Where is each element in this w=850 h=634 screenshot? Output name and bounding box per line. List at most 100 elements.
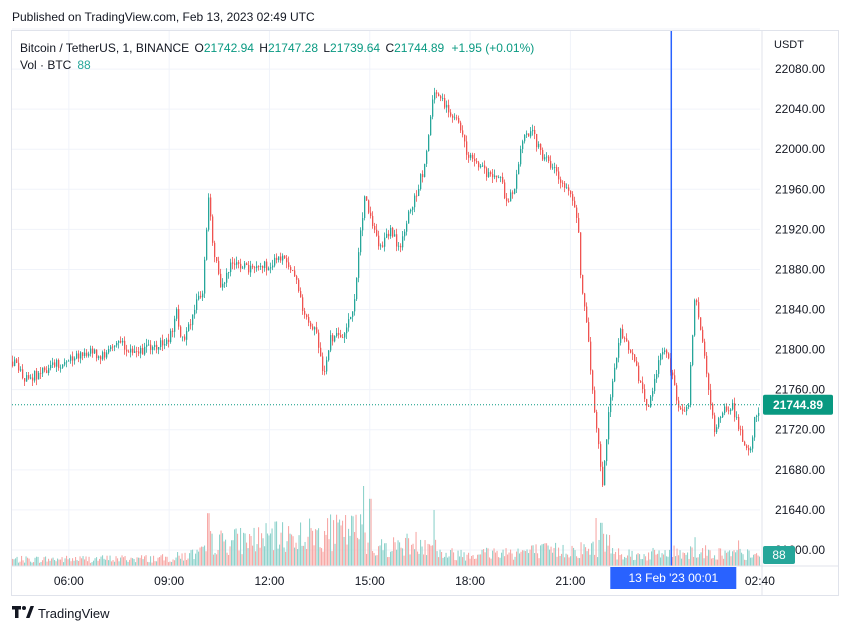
y-tick-label: 22040.00: [775, 102, 825, 116]
volume-bar: [110, 556, 111, 566]
candle-body: [130, 349, 131, 353]
volume-bar: [42, 560, 43, 566]
candle-body: [738, 417, 739, 429]
candle-body: [714, 415, 715, 432]
volume-bar: [647, 560, 648, 566]
candle-body: [696, 300, 697, 302]
volume-bar: [620, 555, 621, 566]
volume-bar: [473, 555, 474, 566]
volume-bar: [678, 555, 679, 566]
candle-body: [252, 266, 253, 268]
volume-bar: [156, 561, 157, 566]
candle-body: [618, 343, 619, 358]
candle-body: [748, 448, 749, 450]
volume-bar: [399, 542, 400, 566]
volume-bar: [486, 548, 487, 566]
candle-body: [706, 356, 707, 374]
candle-body: [292, 270, 293, 271]
volume-bar: [153, 556, 154, 566]
volume-bar: [41, 562, 42, 566]
volume-label[interactable]: Vol · BTC: [20, 58, 71, 72]
tradingview-brand[interactable]: TradingView: [12, 606, 110, 621]
volume-bar: [557, 557, 558, 566]
candle-body: [110, 347, 111, 349]
volume-bar: [284, 547, 285, 566]
candle-body: [506, 198, 507, 201]
candle-body: [322, 356, 323, 371]
candle-body: [182, 337, 183, 338]
candle-body: [200, 296, 201, 297]
volume-bar: [128, 562, 129, 566]
volume-bar: [227, 553, 228, 566]
candle-body: [40, 373, 41, 374]
volume-badge-label: 88: [772, 548, 786, 562]
candle-body: [564, 183, 565, 188]
candle-body: [574, 201, 575, 208]
volume-bar: [84, 559, 85, 566]
volume-bar: [273, 550, 274, 566]
candle-body: [126, 350, 127, 352]
volume-bar: [300, 522, 301, 566]
volume-bar: [605, 552, 606, 566]
candle-body: [184, 337, 185, 340]
candle-body: [754, 417, 755, 438]
volume-bar: [56, 561, 57, 566]
volume-bar: [158, 558, 159, 566]
candle-body: [284, 256, 285, 258]
candle-body: [262, 266, 263, 268]
volume-bar: [221, 531, 222, 566]
volume-bar: [299, 535, 300, 566]
volume-bar: [413, 544, 414, 566]
candle-body: [204, 260, 205, 294]
candle-body: [132, 349, 133, 353]
candle-body: [534, 130, 535, 134]
candle-body: [148, 345, 149, 346]
volume-bar: [155, 561, 156, 566]
symbol-title[interactable]: Bitcoin / TetherUS, 1, BINANCE: [20, 41, 189, 55]
candle-body: [444, 98, 445, 108]
candle-body: [328, 350, 329, 360]
volume-bar: [38, 557, 39, 566]
volume-bar: [590, 555, 591, 566]
volume-bar: [254, 528, 255, 566]
candle-body: [44, 368, 45, 371]
volume-bar: [579, 558, 580, 566]
candle-body: [112, 347, 113, 348]
candle-body: [668, 354, 669, 359]
volume-bar: [513, 560, 514, 566]
volume-bar: [314, 545, 315, 566]
volume-bar: [575, 550, 576, 566]
volume-bar: [632, 551, 633, 566]
volume-bar: [621, 554, 622, 566]
candle-body: [318, 333, 319, 348]
volume-bar: [236, 529, 237, 566]
candle-body: [576, 208, 577, 218]
volume-bar: [650, 559, 651, 566]
volume-bar: [237, 534, 238, 566]
volume-bar: [21, 556, 22, 566]
candle-body: [298, 280, 299, 291]
candle-body: [152, 347, 153, 350]
volume-bar: [321, 548, 322, 566]
volume-bar: [264, 546, 265, 566]
low-value: 21739.64: [330, 41, 380, 55]
volume-bar: [348, 529, 349, 566]
volume-bar: [189, 553, 190, 566]
volume-bar: [125, 556, 126, 566]
candle-body: [282, 256, 283, 261]
candle-body: [242, 268, 243, 269]
candle-body: [226, 273, 227, 283]
volume-bar: [407, 534, 408, 566]
candle-body: [192, 314, 193, 324]
volume-bar: [173, 559, 174, 566]
candle-body: [550, 161, 551, 168]
candle-body: [462, 130, 463, 134]
volume-bar: [380, 545, 381, 566]
volume-bar: [474, 559, 475, 566]
candle-body: [136, 351, 137, 352]
volume-bar: [384, 543, 385, 566]
volume-bar: [636, 554, 637, 566]
candle-body: [442, 98, 443, 99]
candle-body: [518, 164, 519, 174]
